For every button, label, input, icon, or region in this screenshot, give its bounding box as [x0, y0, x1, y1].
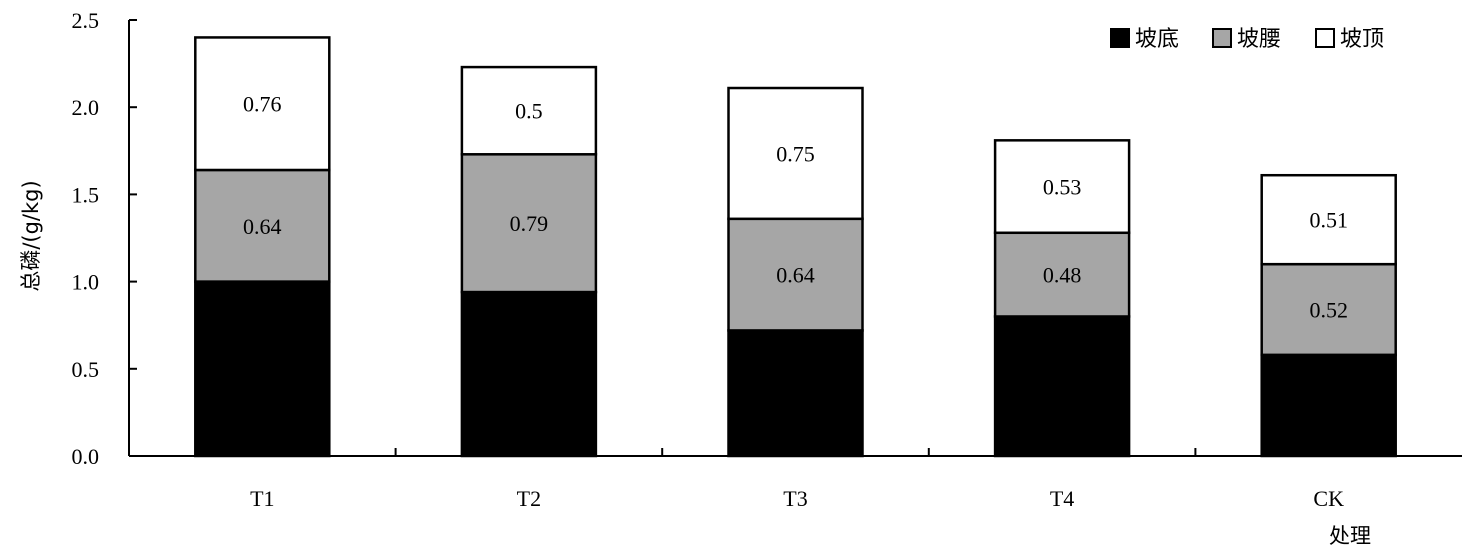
- legend-label: 坡底: [1135, 27, 1179, 52]
- data-label: 0.79: [510, 211, 549, 236]
- y-tick-label: 0.0: [72, 444, 100, 469]
- data-label: 0.48: [1043, 263, 1082, 288]
- bar-segment: [993, 231, 1131, 318]
- x-tick-label: CK: [1313, 486, 1344, 511]
- bar-segment: [194, 280, 331, 458]
- axes-group: [128, 20, 1462, 457]
- bar-segment: [993, 315, 1131, 458]
- legend-label: 坡腰: [1237, 27, 1281, 52]
- x-tick-label: T1: [250, 486, 274, 511]
- bars-group: 0.64 0.76 0.79 0.5 0.64 0.75 0.48 0.53 0.52 0.51: [194, 36, 1397, 458]
- data-label: 0.75: [776, 141, 815, 166]
- legend: 坡底 坡腰 坡顶: [1110, 27, 1384, 52]
- bar-segment: [1260, 262, 1397, 357]
- data-label: 0.64: [243, 214, 282, 239]
- bar-segment: [727, 217, 864, 332]
- data-label: 0.64: [776, 263, 815, 288]
- bar-segment: [1260, 353, 1397, 458]
- y-tick-label: 2.5: [72, 8, 100, 33]
- legend-swatch: [1110, 28, 1130, 48]
- bar-segment: [727, 329, 864, 458]
- legend-swatch: [1212, 28, 1232, 48]
- legend-swatch: [1315, 28, 1335, 48]
- bar-segment: [194, 168, 331, 283]
- x-tick-label: T4: [1050, 486, 1074, 511]
- y-tick-label: 0.5: [72, 357, 100, 382]
- bar-segment: [993, 139, 1131, 235]
- y-tick-label: 2.0: [72, 95, 100, 120]
- legend-label: 坡顶: [1340, 27, 1384, 52]
- bar-segment: [727, 86, 864, 221]
- data-label: 0.52: [1309, 298, 1348, 323]
- bar-segment: [460, 290, 598, 458]
- bar-segment: [460, 65, 598, 156]
- x-ticks-group: T1 T2 T3 T4 CK: [250, 448, 1344, 511]
- bar-segment: [1260, 173, 1397, 266]
- data-label: 0.76: [243, 92, 282, 117]
- y-tick-label: 1.5: [72, 182, 100, 207]
- bar-segment: [194, 36, 331, 172]
- data-label: 0.53: [1043, 175, 1082, 200]
- x-axis-title: 处理: [1329, 524, 1371, 548]
- x-tick-label: T2: [517, 486, 541, 511]
- y-tick-label: 1.0: [72, 270, 100, 295]
- y-axis-title: 总磷/(g/kg): [19, 180, 43, 291]
- y-ticks-group: 0.0 0.5 1.0 1.5 2.0 2.5: [72, 8, 137, 469]
- data-label: 0.51: [1309, 208, 1348, 233]
- x-tick-label: T3: [783, 486, 807, 511]
- data-label: 0.5: [515, 99, 543, 124]
